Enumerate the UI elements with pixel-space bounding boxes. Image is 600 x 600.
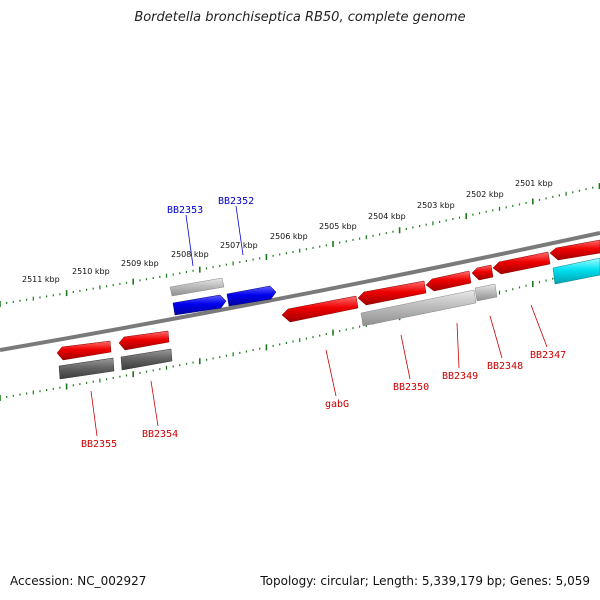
accession-text: Accession: NC_002927: [10, 574, 147, 588]
gene-arrow-bb2352[interactable]: [226, 285, 277, 307]
gene-label-bb2349: BB2349: [442, 371, 478, 382]
label-leaders: [90, 205, 548, 437]
gene-arrow-bb2355[interactable]: [56, 340, 112, 361]
gene-arrow-bb2353-pseudo[interactable]: [169, 277, 225, 297]
outer-tick-track: [0, 183, 600, 307]
gene-arrow-bb2354[interactable]: [118, 330, 170, 351]
gene-box-dark-1[interactable]: [58, 357, 115, 380]
gene-arrow-bb2353[interactable]: [172, 294, 227, 316]
gene-label-bb2352: BB2352: [218, 196, 254, 207]
kbp-label: 2505 kbp: [319, 222, 357, 231]
gene-arrow-bb2350[interactable]: [357, 280, 427, 306]
genome-backbone: [0, 231, 600, 352]
kbp-label: 2503 kbp: [417, 201, 455, 210]
gene-box-dark-2[interactable]: [120, 348, 173, 371]
kbp-label: 2510 kbp: [72, 267, 110, 276]
gene-box-light-2[interactable]: [474, 283, 498, 302]
map-title: Bordetella bronchiseptica RB50, complete…: [134, 10, 466, 25]
gene-label-bb2354: BB2354: [142, 429, 178, 440]
gene-arrow-cyan[interactable]: [552, 257, 600, 285]
forward-strand-genes: [169, 277, 277, 316]
gene-box-light-1[interactable]: [360, 289, 477, 327]
gene-arrow-bb2347-a[interactable]: [492, 251, 551, 275]
gene-arrow-bb2349[interactable]: [425, 270, 472, 292]
kbp-label: 2501 kbp: [515, 179, 553, 188]
gene-arrow-gabg[interactable]: [281, 295, 359, 323]
gene-arrow-bb2347-b[interactable]: [549, 239, 600, 261]
reverse-strand-genes: [56, 239, 600, 380]
topology-text: Topology: circular; Length: 5,339,179 bp…: [260, 574, 590, 588]
gene-label-bb2347: BB2347: [530, 350, 566, 361]
gene-label-bb2355: BB2355: [81, 439, 117, 450]
kbp-label: 2507 kbp: [220, 241, 258, 250]
kbp-label: 2509 kbp: [121, 259, 159, 268]
gene-label-bb2348: BB2348: [487, 361, 523, 372]
gene-label-bb2350: BB2350: [393, 382, 429, 393]
gene-label-bb2353: BB2353: [167, 205, 203, 216]
kbp-label: 2511 kbp: [22, 275, 60, 284]
kbp-scale: 2511 kbp 2510 kbp 2509 kbp 2508 kbp 2507…: [22, 179, 553, 284]
gene-labels: BB2353 BB2352 BB2355 BB2354 gabG BB2350 …: [81, 196, 566, 450]
kbp-label: 2504 kbp: [368, 212, 406, 221]
kbp-label: 2502 kbp: [466, 190, 504, 199]
gene-arrow-bb2348[interactable]: [471, 264, 494, 281]
gene-label-gabg: gabG: [325, 399, 349, 410]
kbp-label: 2508 kbp: [171, 250, 209, 259]
kbp-label: 2506 kbp: [270, 232, 308, 241]
